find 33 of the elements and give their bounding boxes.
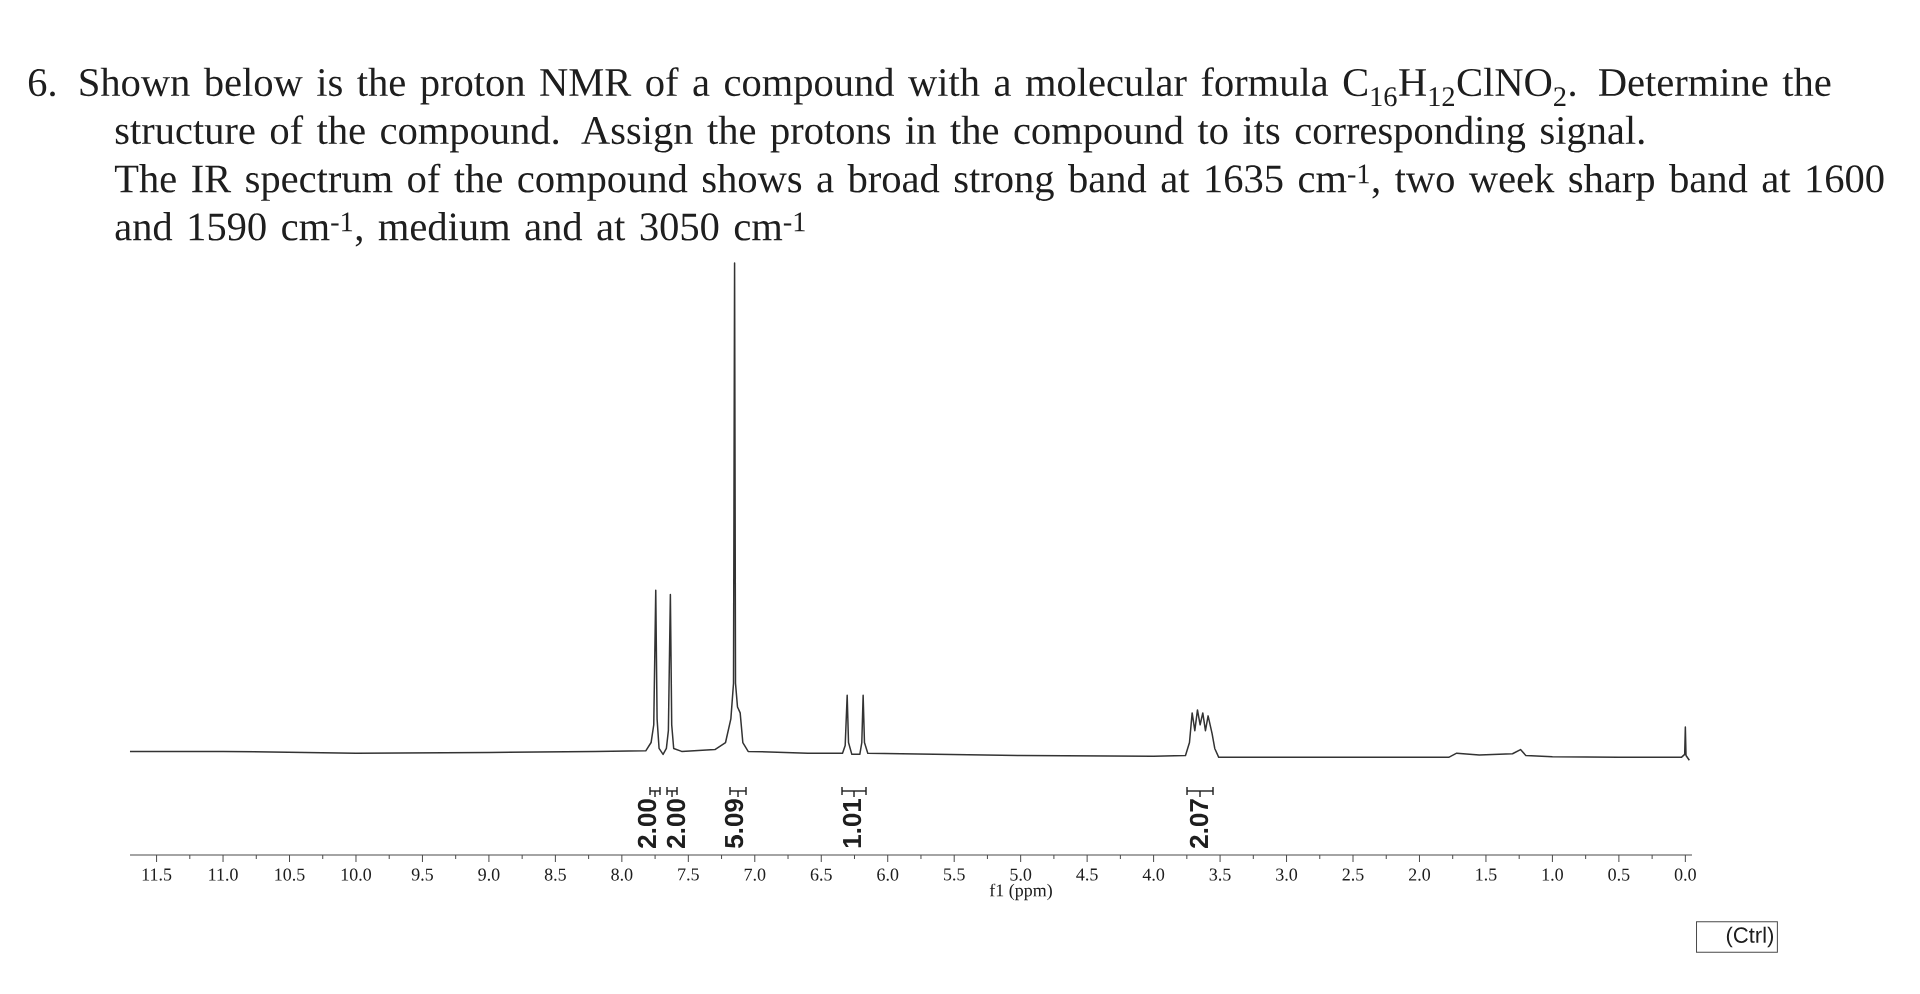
x-tick-label: 3.5 — [1209, 868, 1231, 881]
x-tick-label: 4.5 — [1076, 868, 1098, 881]
x-tick-label: 11.5 — [142, 868, 172, 881]
x-tick-label: 4.0 — [1142, 868, 1165, 881]
text: The IR spectrum of the compound shows a broad strong band at 1635 cm$^{-1}$, two week sharp band at 1600 and 1590 cm$^{-1}$, medium and at 3050 cm$^{-1}$ — [114, 163, 1884, 247]
x-tick-label: 10.0 — [341, 868, 372, 881]
annotation: 1.01 — [842, 798, 862, 848]
x-tick-label: 10.5 — [275, 868, 305, 881]
x-tick-label: 5.5 — [944, 868, 965, 881]
x-tick-label: 9.5 — [411, 868, 433, 881]
x-tick-label: 3.0 — [1276, 868, 1298, 881]
x-tick-label: 6.5 — [810, 868, 832, 881]
x-tick-label: 9.0 — [478, 868, 500, 881]
annotation: 5.09 — [724, 799, 744, 848]
text: (Ctrl) — [1726, 926, 1774, 948]
x-tick-label: 2.0 — [1409, 868, 1431, 881]
annotation: 2.00 — [637, 799, 657, 848]
x-tick-label: 6.0 — [877, 868, 899, 881]
x-tick-label: 1.0 — [1542, 868, 1563, 881]
x-tick-label: 0.5 — [1608, 868, 1630, 881]
x-tick-label: 11.0 — [209, 868, 238, 881]
annotation: 2.07 — [1189, 799, 1209, 848]
annotation: 2.00 — [666, 799, 686, 848]
x-axis-title: f1 (ppm) — [989, 883, 1052, 901]
x-tick-label: 1.5 — [1476, 868, 1497, 881]
x-tick-label: 8.5 — [544, 868, 566, 881]
chart-title: 6. Shown below is the proton NMR of a compound with a molecular formula C$_{16}$H$_{12}$ClNO$_{2}$. Determine the structure of the compound. Assign the protons in the compound to its corresponding signal. — [28, 67, 1831, 153]
x-tick-label: 7.0 — [744, 868, 766, 881]
x-tick-label: 0.0 — [1674, 868, 1696, 881]
x-tick-label: 7.5 — [678, 868, 699, 881]
x-tick-label: 5.0 — [1010, 868, 1032, 881]
x-tick-label: 8.0 — [611, 868, 633, 881]
x-tick-label: 2.5 — [1342, 868, 1364, 881]
